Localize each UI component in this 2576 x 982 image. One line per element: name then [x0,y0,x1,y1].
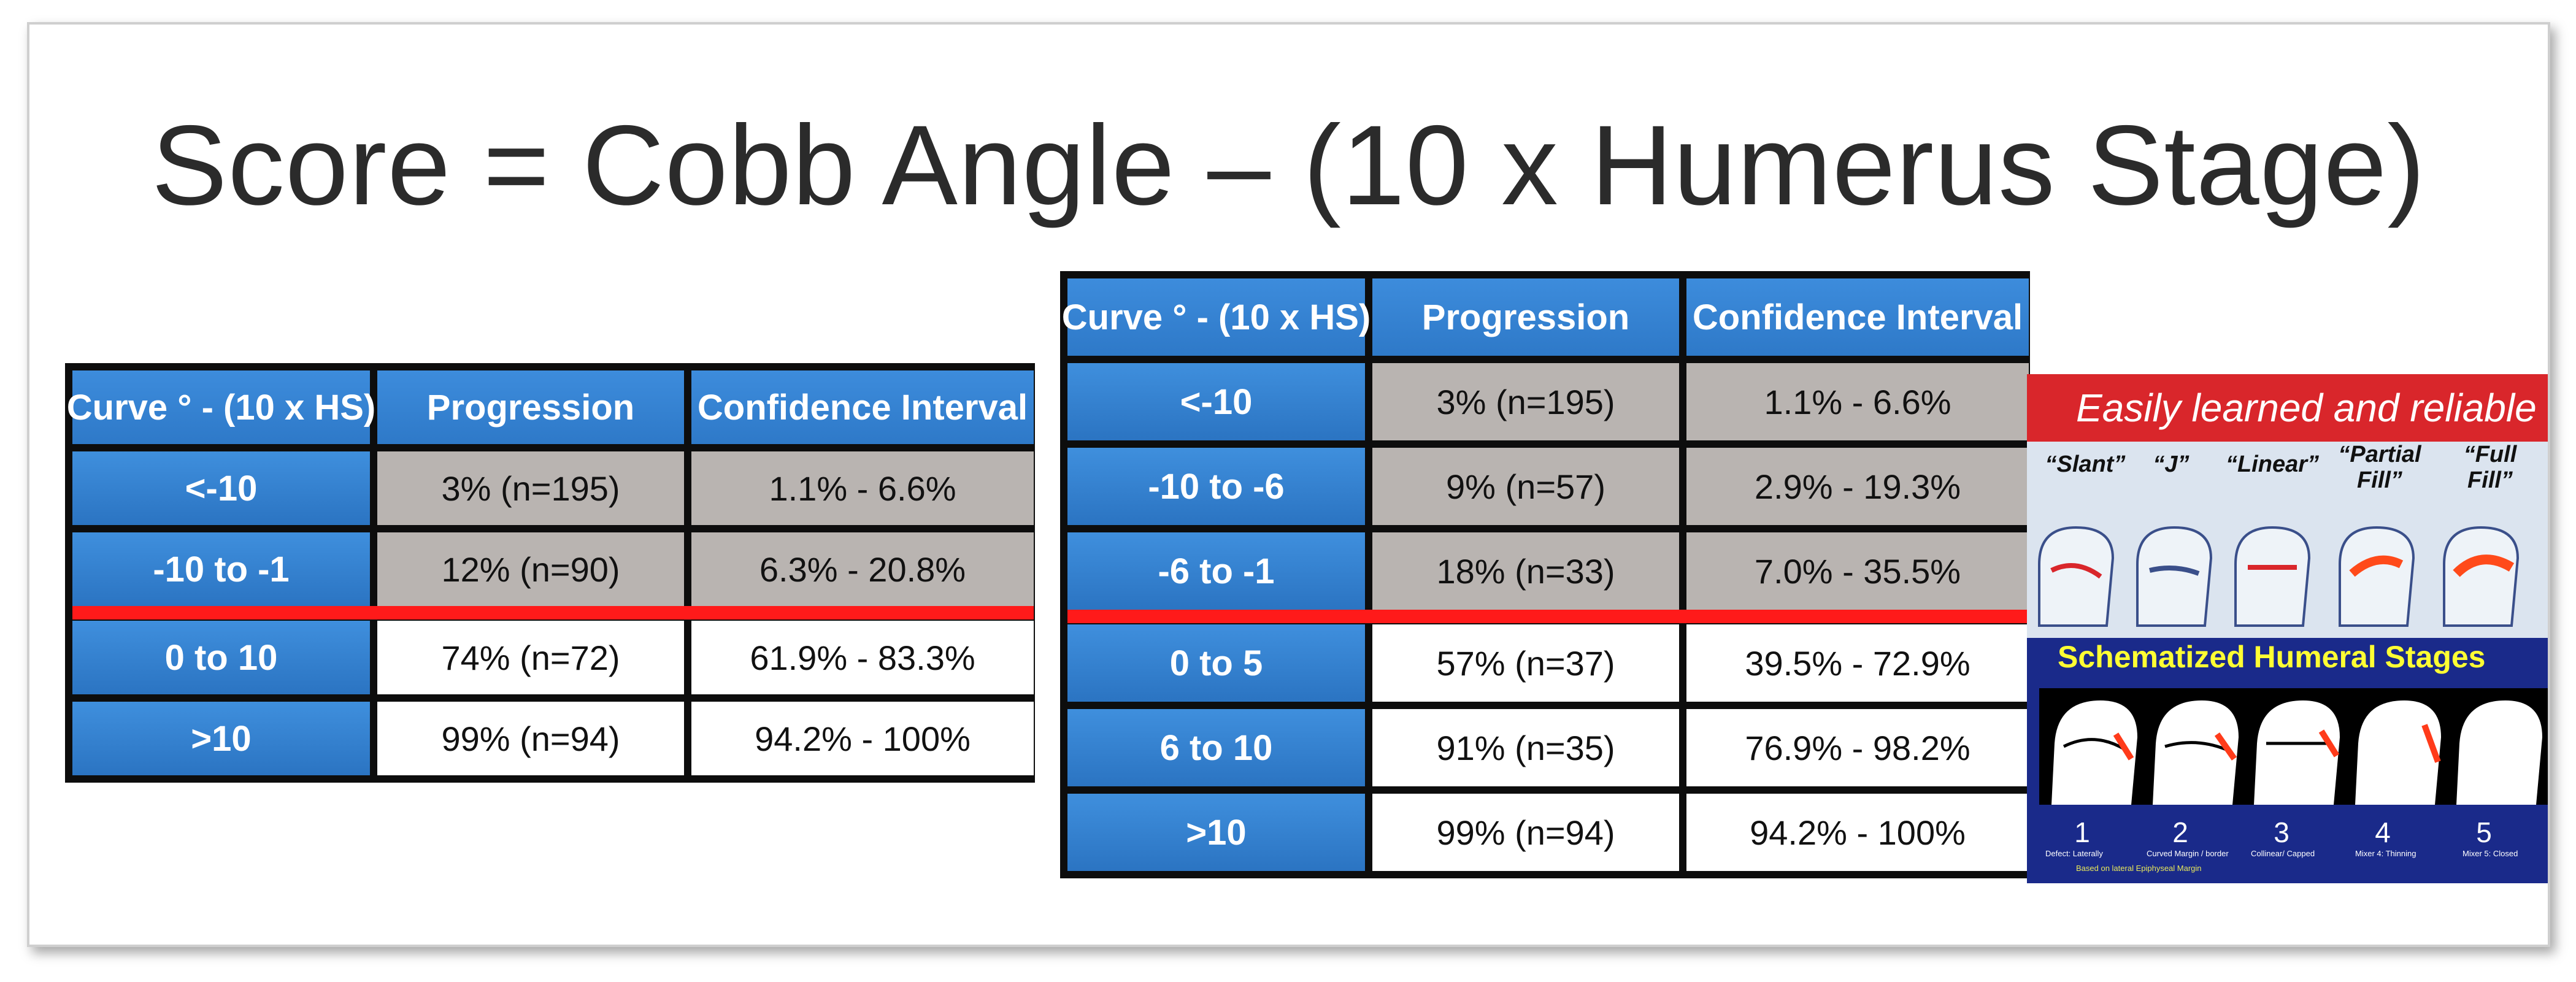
xray-stage-strip: “Slant” “J” “Linear” “Partial Fill” “Ful… [2027,442,2548,638]
row-range: 6 to 10 [1067,709,1365,786]
stage-number: 5 [2476,816,2492,848]
row-range: 0 to 10 [72,621,370,694]
threshold-divider [1067,610,2029,623]
row-progression: 3% (n=195) [377,451,684,525]
row-range: >10 [72,702,370,775]
stage-label: “Linear” [2225,451,2320,477]
stage-number: 2 [2172,816,2188,848]
row-ci: 94.2% - 100% [1686,794,2029,871]
row-progression: 74% (n=72) [377,621,684,694]
header-confidence-interval: Confidence Interval [691,370,1034,444]
humeral-stages-image: Easily learned and reliable “Slant” “J” … [2027,374,2548,883]
progression-table-right: Curve ° - (10 x HS) Progression Confiden… [1060,271,2030,878]
stage-label: “J” [2153,451,2190,477]
row-range: -6 to -1 [1067,532,1365,610]
row-progression: 99% (n=94) [1372,794,1679,871]
row-progression: 99% (n=94) [377,702,684,775]
row-ci: 1.1% - 6.6% [691,451,1034,525]
stage-caption: Defect: Laterally [2045,849,2103,858]
progression-table-left: Curve ° - (10 x HS) Progression Confiden… [65,363,1035,783]
row-progression: 9% (n=57) [1372,448,1679,525]
row-progression: 3% (n=195) [1372,363,1679,440]
stage-label: “Partial Fill” [2338,442,2421,493]
row-range: >10 [1067,794,1365,871]
row-range: <-10 [72,451,370,525]
stage-label: “Full Fill” [2463,442,2517,493]
slide: Score = Cobb Angle – (10 x Humerus Stage… [27,22,2550,947]
stage-caption: Mixer 5: Closed [2463,849,2518,858]
stage-caption: Mixer 4: Thinning [2355,849,2416,858]
row-ci: 61.9% - 83.3% [691,621,1034,694]
slide-title: Score = Cobb Angle – (10 x Humerus Stage… [151,102,2426,229]
header-progression: Progression [377,370,684,444]
row-ci: 7.0% - 35.5% [1686,532,2029,610]
schematic-humerus-icons [2051,700,2542,805]
schematic-stage-strip: 1 2 3 4 5 Defect: Laterally Curved Margi… [2027,676,2548,883]
row-ci: 2.9% - 19.3% [1686,448,2029,525]
row-ci: 94.2% - 100% [691,702,1034,775]
row-progression: 57% (n=37) [1372,624,1679,702]
row-range: <-10 [1067,363,1365,440]
row-progression: 18% (n=33) [1372,532,1679,610]
stage-note: Based on lateral Epiphyseal Margin [2076,864,2202,873]
threshold-divider [72,606,1034,620]
row-progression: 91% (n=35) [1372,709,1679,786]
stage-caption: Collinear/ Capped [2251,849,2315,858]
row-progression: 12% (n=90) [377,532,684,606]
stage-number: 3 [2274,816,2290,848]
row-ci: 76.9% - 98.2% [1686,709,2029,786]
header-curve: Curve ° - (10 x HS) [67,370,375,444]
row-range: -10 to -6 [1067,448,1365,525]
stage-label: “Slant” [2045,451,2126,477]
humerus-sketch-icons [2038,526,2520,627]
schematized-label: Schematized Humeral Stages [2027,638,2548,676]
stage-number: 4 [2375,816,2391,848]
row-ci: 6.3% - 20.8% [691,532,1034,606]
header-confidence-interval: Confidence Interval [1686,278,2029,356]
row-range: -10 to -1 [72,532,370,606]
stage-number: 1 [2074,816,2090,848]
schematic-background [2039,688,2548,805]
row-ci: 39.5% - 72.9% [1686,624,2029,702]
stages-banner: Easily learned and reliable [2027,374,2548,442]
row-ci: 1.1% - 6.6% [1686,363,2029,440]
header-curve: Curve ° - (10 x HS) [1062,278,1371,356]
header-progression: Progression [1372,278,1679,356]
row-range: 0 to 5 [1067,624,1365,702]
stage-caption: Curved Margin / border [2147,849,2229,858]
